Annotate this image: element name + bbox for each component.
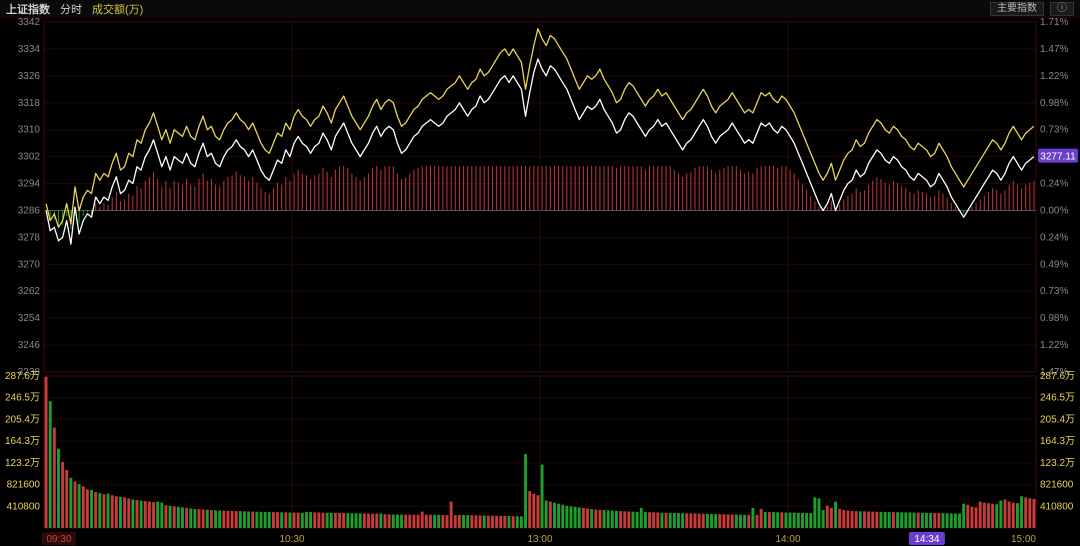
volume-series-label: 成交额(万) [92,1,143,17]
svg-text:3342: 3342 [18,18,41,28]
svg-text:1.47%: 1.47% [1040,44,1068,55]
major-indices-button[interactable]: 主要指数 [990,2,1044,16]
svg-text:410800: 410800 [7,501,41,512]
svg-text:15:00: 15:00 [1011,534,1036,545]
svg-text:3270: 3270 [18,259,41,270]
svg-text:14:34: 14:34 [914,534,939,545]
svg-text:205.4万: 205.4万 [1040,414,1075,425]
svg-text:14:00: 14:00 [775,534,800,545]
svg-text:3334: 3334 [18,44,41,55]
svg-text:3318: 3318 [18,98,41,109]
index-name: 上证指数 [6,1,50,17]
svg-text:205.4万: 205.4万 [5,414,40,425]
svg-text:246.5万: 246.5万 [5,393,40,404]
info-icon[interactable]: ⓘ [1050,2,1074,16]
svg-text:821600: 821600 [1040,480,1074,491]
chart-header: 上证指数 分时 成交额(万) 主要指数 ⓘ [0,0,1080,18]
svg-text:821600: 821600 [7,480,41,491]
svg-text:3302: 3302 [18,152,41,163]
svg-text:0.24%: 0.24% [1040,232,1068,243]
svg-text:3254: 3254 [18,313,41,324]
svg-text:3246: 3246 [18,340,41,351]
chart-mode: 分时 [60,1,82,17]
svg-text:0.73%: 0.73% [1040,286,1068,297]
svg-text:3262: 3262 [18,286,41,297]
svg-text:09:30: 09:30 [46,534,71,545]
svg-text:287.6万: 287.6万 [5,371,40,382]
svg-text:123.2万: 123.2万 [5,458,40,469]
svg-text:287.6万: 287.6万 [1040,371,1075,382]
svg-text:13:00: 13:00 [527,534,552,545]
svg-text:246.5万: 246.5万 [1040,393,1075,404]
svg-text:410800: 410800 [1040,501,1074,512]
chart-area[interactable]: 3342 1.71% 3334 1.47% 3326 1.22% 3318 0.98% 3310… [0,18,1080,546]
svg-text:0.73%: 0.73% [1040,125,1068,136]
svg-text:3286: 3286 [18,205,41,216]
svg-text:164.3万: 164.3万 [1040,436,1075,447]
svg-text:0.98%: 0.98% [1040,98,1068,109]
svg-text:0.00%: 0.00% [1040,205,1068,216]
svg-text:0.24%: 0.24% [1040,179,1068,190]
svg-text:3294: 3294 [18,179,41,190]
svg-text:1.71%: 1.71% [1040,18,1068,28]
svg-text:164.3万: 164.3万 [5,436,40,447]
svg-text:3326: 3326 [18,71,41,82]
svg-text:0.98%: 0.98% [1040,313,1068,324]
svg-text:1.22%: 1.22% [1040,71,1068,82]
svg-text:0.49%: 0.49% [1040,259,1068,270]
svg-text:10:30: 10:30 [279,534,304,545]
svg-text:3277.11: 3277.11 [1040,152,1076,163]
svg-text:1.22%: 1.22% [1040,340,1068,351]
svg-text:123.2万: 123.2万 [1040,458,1075,469]
svg-text:3310: 3310 [18,125,41,136]
svg-text:3278: 3278 [18,232,41,243]
